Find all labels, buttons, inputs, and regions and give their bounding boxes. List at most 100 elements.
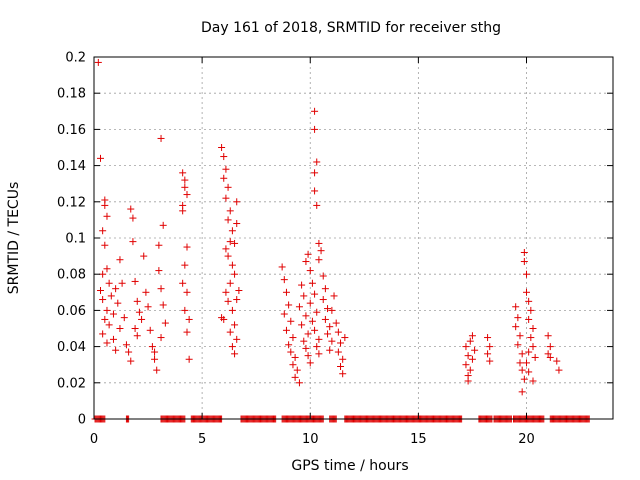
data-point [96, 286, 104, 294]
data-point [131, 277, 139, 285]
data-point [224, 252, 232, 260]
data-point [311, 169, 319, 177]
data-point [330, 292, 338, 300]
data-point [280, 310, 288, 318]
data-point [326, 323, 334, 331]
data-point [337, 363, 345, 371]
y-tick-label: 0.06 [57, 304, 86, 319]
data-point [300, 337, 308, 345]
data-point [101, 315, 109, 323]
data-point [112, 346, 120, 354]
data-point [99, 270, 107, 278]
data-point [133, 297, 141, 305]
x-tick-label: 10 [302, 432, 319, 447]
data-point [151, 348, 159, 356]
x-tick-label: 0 [90, 432, 98, 447]
data-point [317, 247, 325, 255]
data-point [544, 332, 552, 340]
data-point [334, 348, 342, 356]
data-point [179, 169, 187, 177]
data-point [231, 239, 239, 247]
data-points-layer [91, 58, 593, 423]
data-point [531, 353, 539, 361]
data-point [518, 350, 526, 358]
data-point [520, 375, 528, 383]
data-point [514, 314, 522, 322]
data-point [103, 339, 111, 347]
y-tick-label: 0.12 [57, 195, 86, 210]
data-point [280, 276, 288, 284]
y-tick-label: 0.14 [57, 159, 86, 174]
data-point [233, 220, 241, 228]
data-point [311, 125, 319, 133]
data-point [527, 334, 535, 342]
data-point [337, 339, 345, 347]
data-point [99, 296, 107, 304]
y-tick-label: 0.08 [57, 268, 86, 283]
data-point [116, 256, 124, 264]
data-point [94, 58, 102, 66]
data-point [159, 301, 167, 309]
data-point [99, 227, 107, 235]
data-point [546, 353, 554, 361]
data-point [155, 267, 163, 275]
data-point [231, 350, 239, 358]
data-point [159, 221, 167, 229]
data-point [512, 303, 520, 311]
ticks-layer: 0 0.02 0.04 0.06 0.08 0.1 0.12 0.14 0.16 0.18 0.2 0… [57, 51, 613, 447]
y-tick-label: 0.18 [57, 87, 86, 102]
data-point [224, 216, 232, 224]
data-point [464, 377, 472, 385]
data-point [291, 353, 299, 361]
data-point [546, 343, 554, 351]
data-point [233, 198, 241, 206]
data-point [103, 265, 111, 273]
data-point [315, 350, 323, 358]
data-point [179, 201, 187, 209]
y-tick-label: 0.04 [57, 340, 86, 355]
data-point [181, 306, 189, 314]
data-point [218, 314, 226, 322]
data-point [161, 319, 169, 327]
data-point [120, 314, 128, 322]
data-point [466, 337, 474, 345]
y-tick-label: 0 [78, 413, 86, 428]
data-point [101, 241, 109, 249]
data-point [298, 321, 306, 329]
data-point [129, 238, 137, 246]
data-point [311, 326, 319, 334]
data-point [114, 299, 122, 307]
data-point [222, 194, 230, 202]
data-point [118, 279, 126, 287]
data-point [523, 359, 530, 367]
data-point [109, 310, 117, 318]
data-point [233, 296, 241, 304]
data-point [224, 297, 232, 305]
data-point [525, 315, 533, 323]
data-point [484, 350, 492, 358]
data-point [339, 370, 347, 378]
data-point [226, 238, 234, 246]
data-point [148, 343, 156, 351]
data-point [181, 183, 189, 191]
data-point [185, 355, 193, 363]
data-point [315, 335, 323, 343]
data-point [306, 267, 314, 275]
data-point [311, 290, 319, 298]
data-point [525, 348, 533, 356]
data-point [157, 134, 165, 142]
data-point [231, 321, 239, 329]
data-point [228, 343, 236, 351]
x-tick-label: 15 [410, 432, 427, 447]
data-point [125, 348, 133, 356]
data-point [105, 321, 113, 329]
data-point [293, 366, 301, 374]
data-point [226, 279, 234, 287]
data-point [107, 292, 115, 300]
data-point [181, 261, 189, 269]
data-point [222, 245, 230, 253]
data-point [103, 306, 111, 314]
data-point [133, 332, 141, 340]
data-point [183, 243, 191, 251]
data-point [222, 288, 230, 296]
